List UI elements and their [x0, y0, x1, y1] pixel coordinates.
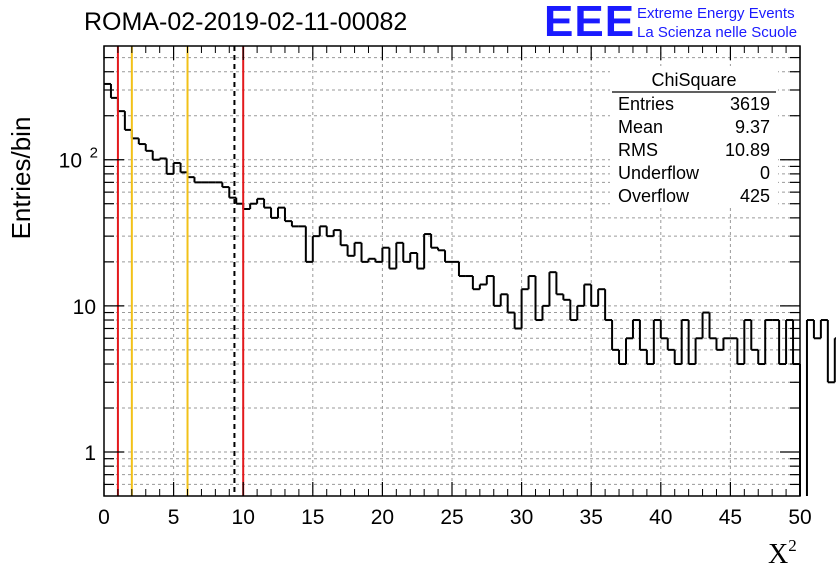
x-axis-label-sup: 2 [788, 536, 797, 555]
logo-line-1: Extreme Energy Events [637, 5, 795, 22]
y-tick-label: 10 [59, 150, 82, 173]
x-tick-label: 50 [788, 506, 811, 529]
x-tick-label: 15 [301, 506, 324, 529]
y-tick-label: 10 [73, 296, 96, 319]
stats-label: Mean [618, 117, 663, 137]
stats-label: Overflow [618, 186, 690, 206]
x-tick-label: 40 [649, 506, 672, 529]
x-tick-label: 0 [98, 506, 110, 529]
x-tick-label: 25 [440, 506, 463, 529]
x-tick-label: 10 [232, 506, 255, 529]
x-axis-label-main: X [768, 539, 788, 570]
x-axis-label: X2 [768, 536, 797, 570]
x-tick-label: 45 [719, 506, 742, 529]
stats-title: ChiSquare [651, 70, 736, 90]
stats-label: Underflow [618, 163, 700, 183]
marker-lines [116, 46, 245, 496]
y-tick-label-exponent: 2 [90, 145, 98, 162]
x-tick-label: 20 [371, 506, 394, 529]
x-tick-label: 30 [510, 506, 533, 529]
axis-ticks: 0 5 10 15 20 25 30 35 40 45 50 1 10 10 2 [59, 46, 812, 529]
y-tick-label: 1 [84, 442, 96, 465]
logo-mark: EEE [544, 0, 636, 46]
stats-value: 0 [760, 163, 770, 183]
x-tick-label: 35 [580, 506, 603, 529]
stats-value: 9.37 [735, 117, 770, 137]
stats-label: RMS [618, 140, 658, 160]
x-tick-label: 5 [168, 506, 180, 529]
chart-title: ROMA-02-2019-02-11-00082 [84, 8, 408, 36]
logo-line-2: La Scienza nelle Scuole [637, 24, 798, 41]
stats-box: ChiSquare Entries 3619 Mean 9.37 RMS 10.89 Unde… [610, 66, 778, 208]
histogram-bins [104, 82, 836, 496]
stats-value: 10.89 [725, 140, 770, 160]
stats-box-bg [610, 66, 778, 208]
stats-value: 3619 [730, 94, 770, 114]
stats-label: Entries [618, 94, 674, 114]
y-axis-label: Entries/bin [6, 117, 36, 240]
stats-value: 425 [740, 186, 770, 206]
